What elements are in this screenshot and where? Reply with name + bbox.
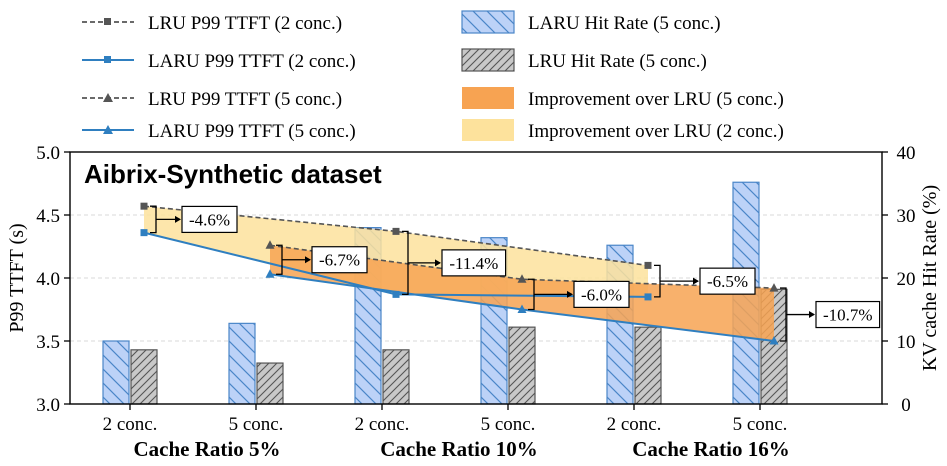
laru-2conc-marker xyxy=(140,229,148,237)
lru-5conc-marker xyxy=(517,274,527,283)
laru-5conc-marker xyxy=(265,269,275,278)
band-improvement-2conc xyxy=(144,206,648,297)
legend-label: LRU P99 TTFT (2 conc.) xyxy=(148,13,342,34)
x-tick-label: 2 conc. xyxy=(607,414,662,435)
x-group-label: Cache Ratio 5% xyxy=(134,437,281,461)
legend-label: LARU P99 TTFT (2 conc.) xyxy=(148,51,356,72)
bar-lru-hit-rate xyxy=(382,349,410,405)
lru-5conc-marker xyxy=(265,240,275,249)
legend-item-band-5conc: Improvement over LRU (5 conc.) xyxy=(462,87,784,110)
legend-label: Improvement over LRU (5 conc.) xyxy=(528,89,784,110)
bar-laru-hit-rate xyxy=(228,322,256,405)
y-axis-left-title: P99 TTFT (s) xyxy=(6,223,28,332)
annotation-arrowhead xyxy=(435,259,441,267)
legend-item-lru-2conc: LRU P99 TTFT (2 conc.) xyxy=(82,13,342,34)
laru-2conc-marker xyxy=(392,290,400,298)
axes: 3.0 3.5 4.0 4.5 5.0 0 10 20 30 40 2 conc. 5 conc. 2 … xyxy=(36,143,915,461)
y-left-tick-label: 4.0 xyxy=(36,269,60,290)
legend-label: LRU Hit Rate (5 conc.) xyxy=(528,51,707,72)
bar-lru-hit-rate xyxy=(508,326,536,405)
legend-item-laru-hit-rate: LARU Hit Rate (5 conc.) xyxy=(461,10,721,34)
annotation-box xyxy=(311,246,368,274)
bar-laru-hit-rate xyxy=(102,340,130,405)
y-right-tick-label: 40 xyxy=(897,143,916,164)
annotation-arrowhead xyxy=(809,311,815,319)
legend-item-lru-5conc: LRU P99 TTFT (5 conc.) xyxy=(82,89,342,110)
x-tick-label: 2 conc. xyxy=(103,414,158,435)
annotation-arrowhead xyxy=(305,256,311,264)
legend-item-laru-2conc: LARU P99 TTFT (2 conc.) xyxy=(82,51,356,72)
y-left-tick-label: 4.5 xyxy=(36,206,60,227)
laru-5conc-marker xyxy=(517,304,527,313)
x-group-label: Cache Ratio 16% xyxy=(632,437,789,461)
legend-label: LARU P99 TTFT (5 conc.) xyxy=(148,121,356,142)
y-axis-right-title: KV cache Hit Rate (%) xyxy=(919,185,941,371)
chart-title: Aibrix-Synthetic dataset xyxy=(84,159,382,189)
annotation-box xyxy=(699,267,756,295)
annotation-arrowhead xyxy=(175,215,181,223)
y-left-tick-label: 3.5 xyxy=(36,332,60,353)
annotation-label: -4.6% xyxy=(189,210,230,229)
annotation-label: -6.5% xyxy=(707,272,748,291)
annotation-label: -11.4% xyxy=(449,254,498,273)
bar-lru-hit-rate xyxy=(256,362,284,405)
y-left-tick-label: 3.0 xyxy=(36,395,60,416)
annotation-arrowhead xyxy=(567,290,573,298)
x-tick-label: 5 conc. xyxy=(229,414,284,435)
legend-label: LARU Hit Rate (5 conc.) xyxy=(528,13,721,34)
annotation-box xyxy=(181,205,238,234)
annotation-box xyxy=(441,249,507,277)
y-left-tick-label: 5.0 xyxy=(36,143,60,164)
laru-5conc-marker xyxy=(769,336,779,345)
x-tick-label: 5 conc. xyxy=(733,414,788,435)
legend-label: Improvement over LRU (2 conc.) xyxy=(528,121,784,142)
y-right-tick-label: 0 xyxy=(901,395,911,416)
improvement-bands xyxy=(144,206,774,341)
legend: LRU P99 TTFT (2 conc.) LARU P99 TTFT (2 … xyxy=(82,10,784,142)
lru-5conc-marker xyxy=(769,283,779,292)
x-group-label: Cache Ratio 10% xyxy=(380,437,537,461)
x-tick-label: 5 conc. xyxy=(481,414,536,435)
x-tick-label: 2 conc. xyxy=(355,414,410,435)
laru-2conc-marker xyxy=(644,293,652,301)
legend-item-lru-hit-rate: LRU Hit Rate (5 conc.) xyxy=(461,48,707,72)
lru-2conc-marker xyxy=(140,202,148,210)
bar-lru-hit-rate xyxy=(634,326,662,405)
annotation-box xyxy=(815,300,881,329)
annotation-label: -6.7% xyxy=(319,251,360,270)
band-improvement-5conc xyxy=(270,245,774,341)
lru-2conc-marker xyxy=(644,261,652,269)
annotations: -4.6% -6.7% -11.4% -6.0% -6.5% -10.7% xyxy=(150,205,881,342)
legend-item-laru-5conc: LARU P99 TTFT (5 conc.) xyxy=(82,121,356,142)
lru-2conc-marker xyxy=(392,227,400,235)
legend-label: LRU P99 TTFT (5 conc.) xyxy=(148,89,342,110)
y-right-tick-label: 10 xyxy=(897,332,916,353)
legend-item-band-2conc: Improvement over LRU (2 conc.) xyxy=(462,119,784,142)
bar-lru-hit-rate xyxy=(130,349,158,405)
y-right-tick-label: 30 xyxy=(897,206,916,227)
annotation-label: -10.7% xyxy=(823,306,873,325)
annotation-label: -6.0% xyxy=(581,285,622,304)
annotation-box xyxy=(573,280,630,308)
annotation-arrowhead xyxy=(693,277,699,285)
y-right-tick-label: 20 xyxy=(897,269,916,290)
